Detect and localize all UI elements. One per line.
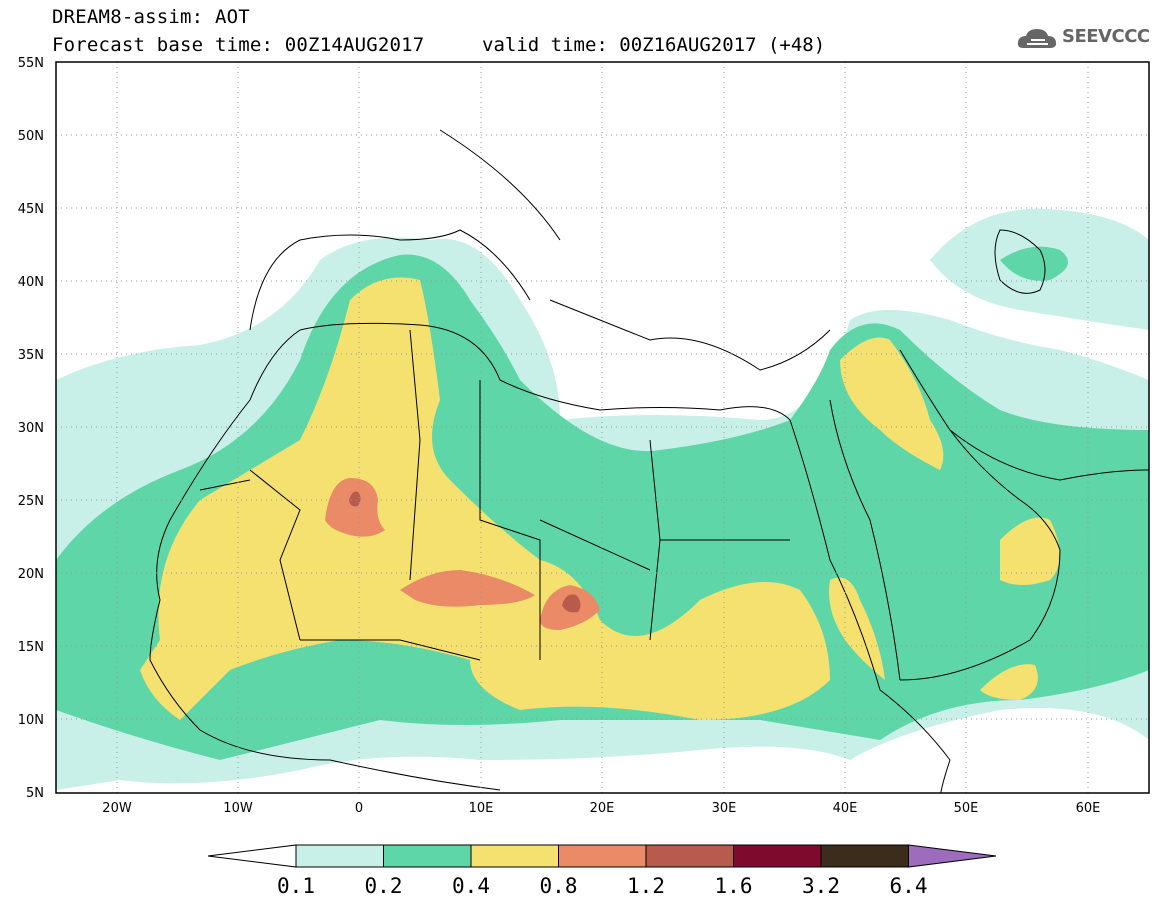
aot-band-0.4-mideast [840,337,944,470]
lat-tick-label: 15N [18,640,44,655]
valid-time: valid time: 00Z16AUG2017 (+48) [482,34,826,56]
colorbar-label: 1.2 [627,874,665,898]
colorbar-label: 3.2 [802,874,840,898]
coastline-caspian [994,229,1046,294]
lat-tick-label: 55N [18,56,44,71]
coastline-north-africa [299,322,791,421]
grid-lines [56,62,1149,793]
lon-tick-label: 20W [102,801,132,816]
colorbar-swatch [558,844,647,868]
lat-tick-label: 30N [18,421,44,436]
aot-band-1.2-algeria [349,491,361,507]
colorbar-swatch [295,844,384,868]
forecast-base-time: Forecast base time: 00Z14AUG2017 [52,34,425,56]
cloud-logo-icon [1017,29,1057,48]
aot-band-0.8-algeria [325,478,385,537]
country-borders [199,329,790,661]
lon-axis: 20W 10W 0 10E 20E 30E 40E 50E 60E [102,801,1100,816]
lon-tick-label: 10W [223,801,253,816]
colorbar-swatch [820,844,909,868]
lat-tick-label: 5N [26,786,44,801]
lon-tick-label: 0 [355,801,363,816]
colorbar-label: 0.4 [452,874,490,898]
colorbar-swatch [645,844,734,868]
colorbar-swatch [383,844,472,868]
map-title: DREAM8-assim: AOT [52,6,250,28]
coastline-arabia [899,349,1061,681]
lon-tick-label: 50E [954,801,979,816]
lat-tick-label: 50N [18,129,44,144]
colorbar-labels: 0.1 0.2 0.4 0.8 1.2 1.6 3.2 6.4 [277,874,927,898]
aot-band-0.4-sahara-west [140,277,830,720]
colorbar-label: 0.1 [277,874,315,898]
lon-tick-label: 30E [712,801,737,816]
aot-band-1.2-chad [562,594,581,613]
lon-tick-label: 40E [833,801,858,816]
colorbar-high-arrow [908,844,997,868]
lat-tick-label: 25N [18,494,44,509]
lat-tick-label: 35N [18,348,44,363]
plot-frame [55,61,1150,794]
coastline-europe [249,129,831,371]
colorbar-label: 6.4 [890,874,928,898]
colorbar-label: 1.6 [715,874,753,898]
aot-band-0.4-somalia [980,664,1038,700]
coastline-iran [949,429,1149,481]
aot-band-0.8-niger [400,570,535,607]
logo-text: SEEVCCC [1062,26,1150,47]
coastlines [149,129,1149,793]
colorbar-label: 0.8 [540,874,578,898]
colorbar [207,844,997,868]
lat-axis: 55N 50N 45N 40N 35N 30N 25N 20N 15N 10N … [18,56,44,801]
lat-tick-label: 45N [18,202,44,217]
aot-band-0.4-redsea [829,577,885,680]
lat-tick-label: 10N [18,713,44,728]
lon-tick-label: 60E [1076,801,1101,816]
colorbar-swatch [470,844,559,868]
aot-band-0.2-caspian [1000,246,1068,281]
lat-tick-label: 40N [18,275,44,290]
colorbar-label: 0.2 [365,874,403,898]
colorbar-low-arrow [207,844,297,868]
lon-tick-label: 10E [469,801,494,816]
lat-tick-label: 20N [18,567,44,582]
coastline-west-africa [149,329,501,791]
lon-tick-label: 20E [590,801,615,816]
colorbar-swatch [733,844,822,868]
coastline-horn-africa [879,689,951,793]
aot-band-0.4-arabia [1000,517,1060,585]
